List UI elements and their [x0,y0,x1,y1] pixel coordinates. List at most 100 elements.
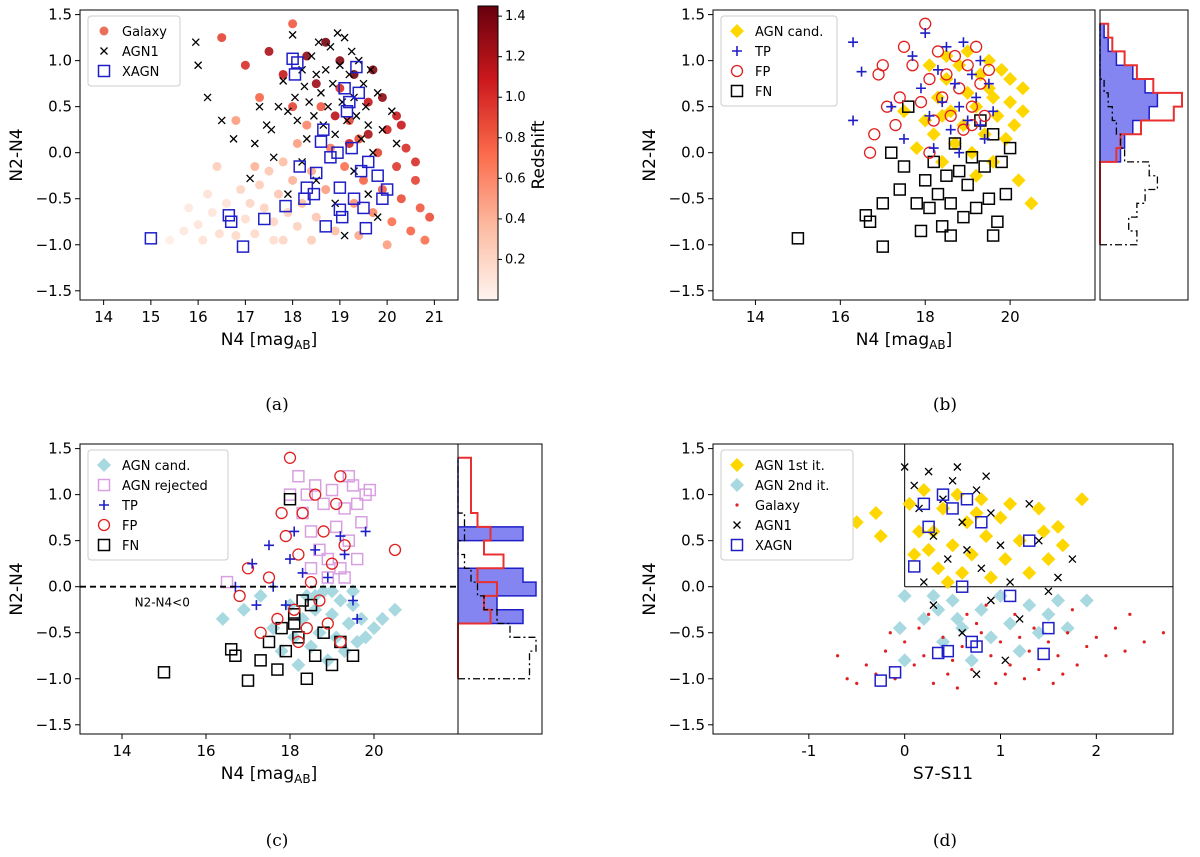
data-point [1001,656,1010,665]
data-point [972,670,981,679]
data-point [410,175,420,185]
data-point [1051,681,1055,685]
y-tick-label: 0.5 [681,532,705,550]
data-point [344,138,354,148]
data-point [998,131,1013,146]
data-point [304,639,318,654]
data-point [309,111,318,120]
x-axis-label-end: ] [946,330,953,350]
data-point [157,666,171,679]
data-point [941,41,952,52]
data-point [203,189,213,199]
x-tick-label: 16 [831,308,850,326]
data-point [965,612,969,616]
data-point [350,552,364,566]
data-point [334,635,347,649]
data-point [1070,608,1074,612]
data-point [229,649,242,662]
data-point [1041,552,1056,567]
y-tick-label: 1.5 [681,6,705,24]
legend-entry: XAGN [97,64,159,80]
data-point [981,53,996,68]
data-point [346,479,360,492]
x-tick-label: 14 [94,308,113,326]
data-point [224,215,238,228]
data-point [300,672,314,686]
data-point [922,58,937,73]
data-point [283,107,292,116]
data-point [320,653,335,668]
data-point [396,120,406,130]
data-point [991,215,1004,228]
data-point [324,102,333,111]
data-point [363,483,377,497]
y-axis-label: N2-N4 [7,128,27,181]
data-point [979,133,990,144]
data-point [923,201,936,215]
data-point [945,124,956,135]
y-axis-label: N2-N4 [640,128,660,181]
legend: AGN cand. AGN rejected TP FP FN [87,449,229,561]
data-point [425,212,435,222]
data-point [1015,104,1030,119]
data-point [876,59,889,72]
data-point [958,37,969,48]
data-point [346,649,360,662]
y-tick-label: −0.5 [669,190,705,208]
data-point [888,666,902,679]
data-point [1003,616,1018,631]
data-point [144,232,158,245]
data-point [964,653,979,668]
data-point [962,115,973,126]
data-point [965,151,979,164]
plot-area: N2-N4<0 [80,451,458,687]
data-point [250,139,259,148]
data-point [340,105,354,118]
data-point [897,588,912,603]
data-point [989,654,993,658]
data-point [368,65,378,75]
data-point [264,166,274,176]
series-tp [230,526,371,624]
data-point [375,611,390,626]
y-tick-label: 0.5 [48,98,72,116]
data-point [217,33,227,43]
data-point [330,226,340,236]
data-point [240,214,250,224]
data-point [361,102,370,111]
data-point [1037,647,1050,661]
data-point [354,231,364,241]
marginal-histogram [1099,9,1189,301]
series-xagn [874,488,1055,687]
data-point [1051,593,1065,608]
x-tick-label: 21 [425,308,444,326]
data-point [1023,534,1036,547]
data-point [982,472,991,481]
data-point [922,654,926,658]
data-point [179,226,189,236]
data-point [288,68,302,81]
legend-label: AGN rejected [122,479,208,494]
colorbar-tick-label: 1.2 [505,50,526,65]
data-point [944,229,957,242]
data-point [338,98,347,107]
legend-label: XAGN [122,65,159,80]
data-point [998,640,1003,644]
panel-d: -1 0 1 2 −1.5 −1.0 −0.5 0.0 0.5 1.0 1.5 S7-S11 N2-N4… [640,440,1174,851]
data-point [996,541,1005,550]
x-axis-label-end: ] [311,330,318,350]
data-point [291,93,299,102]
data-point [923,146,936,159]
legend-marker [97,64,111,78]
y-tick-label: −1.5 [669,282,705,300]
data-point [928,143,939,154]
data-point [198,235,208,245]
data-point [988,106,999,117]
data-point [325,584,339,599]
data-point [1128,612,1132,616]
data-point [907,51,918,62]
data-point [396,194,406,204]
data-point [343,116,351,125]
data-point [1123,649,1127,653]
data-point [262,571,276,584]
